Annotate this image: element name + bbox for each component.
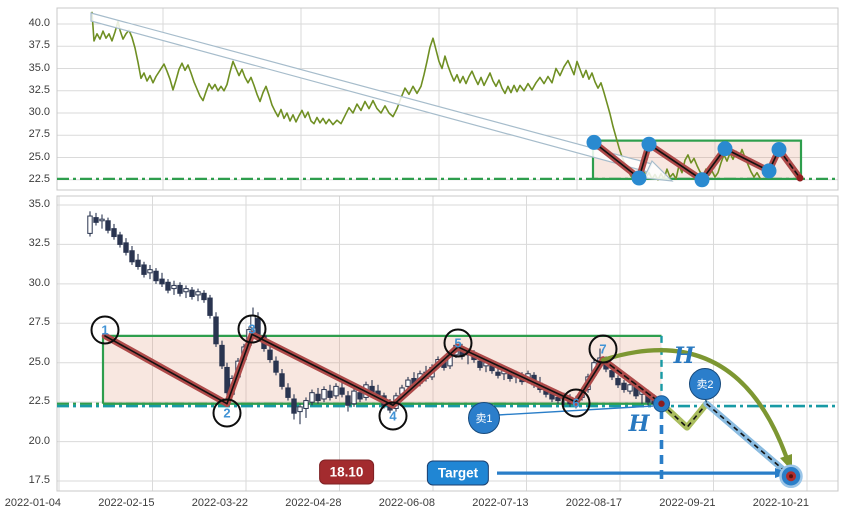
swing-point-2: 2	[212, 398, 242, 428]
sell1-marker: 卖1	[468, 401, 500, 434]
h-height-upper-label: H	[673, 343, 695, 369]
top-y-tick-label: 32.5	[28, 83, 50, 96]
top-y-tick-label: 37.5	[28, 39, 50, 52]
swing-point-6: 6	[561, 388, 591, 418]
x-tick-label: 2022-03-22	[191, 497, 248, 509]
bottom-y-tick-label: 20.0	[28, 434, 50, 447]
sell2-marker: 卖2	[689, 368, 721, 400]
swing-point-4: 4	[378, 401, 408, 431]
x-tick-label: 2022-02-15	[98, 497, 155, 509]
x-tick-label: 2022-09-21	[659, 497, 716, 509]
x-tick-label: 2022-06-08	[378, 497, 435, 509]
bottom-y-tick-label: 30.0	[28, 276, 50, 289]
x-tick-label: 2022-07-13	[472, 497, 529, 509]
bottom-y-tick-label: 25.0	[28, 355, 50, 368]
bottom-y-tick-label: 22.5	[28, 395, 50, 408]
x-tick-label: 2022-08-17	[565, 497, 622, 509]
top-y-tick-label: 40.0	[28, 17, 50, 29]
bottom-y-tick-label: 32.5	[28, 237, 50, 250]
x-tick-label: 2022-10-21	[752, 497, 809, 509]
top-y-tick-label: 25.0	[28, 150, 50, 163]
x-tick-label: 2022-01-04	[4, 497, 61, 509]
swing-point-3: 3	[237, 314, 267, 344]
target-badge: Target	[426, 460, 490, 486]
swing-point-5: 5	[443, 328, 473, 358]
top-y-tick-label: 35.0	[28, 61, 50, 74]
top-y-tick-label: 22.5	[28, 172, 50, 185]
stop-price-badge: 18.10	[318, 459, 375, 484]
x-tick-label: 2022-04-28	[285, 497, 342, 509]
bottom-y-tick-label: 35.0	[28, 198, 50, 210]
swing-point-1: 1	[90, 315, 120, 345]
bottom-y-tick-label: 17.5	[28, 474, 50, 486]
h-height-lower-label: H	[628, 411, 650, 437]
swing-point-7: 7	[588, 334, 618, 364]
top-y-tick-label: 27.5	[28, 128, 50, 141]
top-y-tick-label: 30.0	[28, 106, 50, 119]
bottom-y-tick-label: 27.5	[28, 316, 50, 329]
